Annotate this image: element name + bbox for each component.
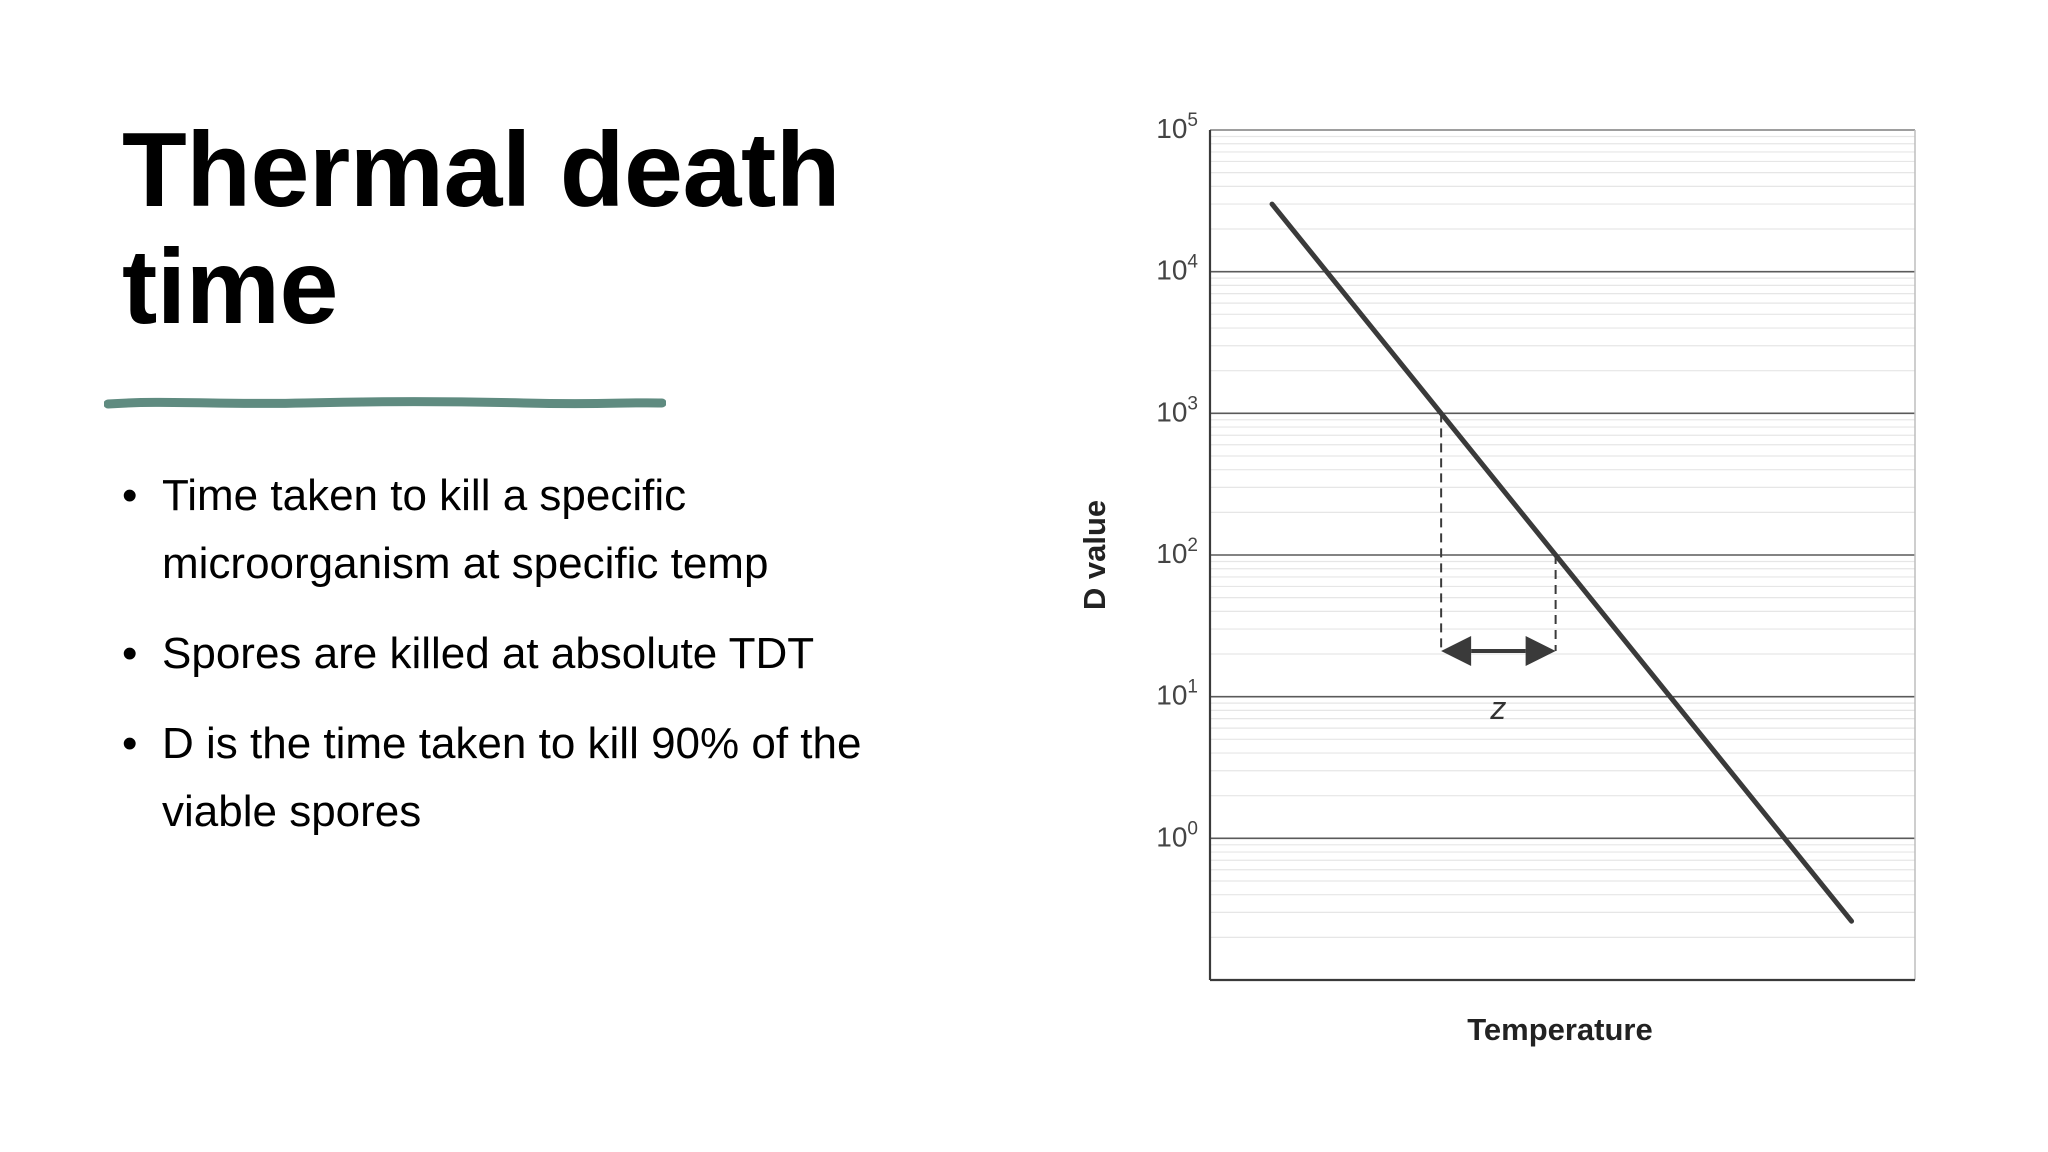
series-group — [1269, 201, 1855, 924]
y-tick-label: 105 — [1156, 110, 1198, 144]
y-tick-label: 102 — [1156, 535, 1198, 569]
y-tick-label: 104 — [1156, 252, 1198, 286]
z-arrowhead-left — [1441, 636, 1472, 667]
bullet-item: • Spores are killed at absolute TDT — [122, 620, 902, 688]
bullet-list: • Time taken to kill a specific microorg… — [122, 462, 902, 868]
bullet-text: Time taken to kill a specific microorgan… — [162, 471, 769, 588]
z-arrowhead-right — [1525, 636, 1556, 667]
major-grid — [1210, 129, 1915, 840]
title-underline-stroke — [104, 397, 666, 409]
bullet-dot: • — [122, 471, 138, 520]
title-underline — [104, 397, 666, 409]
series-line — [1269, 201, 1855, 924]
y-tick-labels: 100 101 102 103 104 105 — [1156, 110, 1198, 852]
x-axis-label: Temperature — [1467, 1012, 1653, 1047]
slide-title: Thermal death time — [122, 111, 841, 346]
bullet-text: D is the time taken to kill 90% of the v… — [162, 719, 862, 836]
d-value-chart: 100 101 102 103 104 105 z Temperature D value — [1077, 110, 1916, 1047]
z-label: z — [1489, 690, 1506, 726]
bullet-text: Spores are killed at absolute TDT — [162, 629, 815, 678]
y-tick-label: 100 — [1156, 818, 1198, 852]
bullet-item: • D is the time taken to kill 90% of the… — [122, 710, 902, 846]
y-tick-label: 103 — [1156, 393, 1198, 427]
plot-frame — [1208, 129, 1916, 982]
bullet-dot: • — [122, 629, 138, 678]
minor-grid — [1210, 135, 1915, 938]
annotations: z — [1440, 413, 1557, 726]
bullet-item: • Time taken to kill a specific microorg… — [122, 462, 902, 598]
y-axis-label: D value — [1077, 500, 1112, 610]
bullet-dot: • — [122, 719, 138, 768]
y-tick-label: 101 — [1156, 677, 1198, 711]
